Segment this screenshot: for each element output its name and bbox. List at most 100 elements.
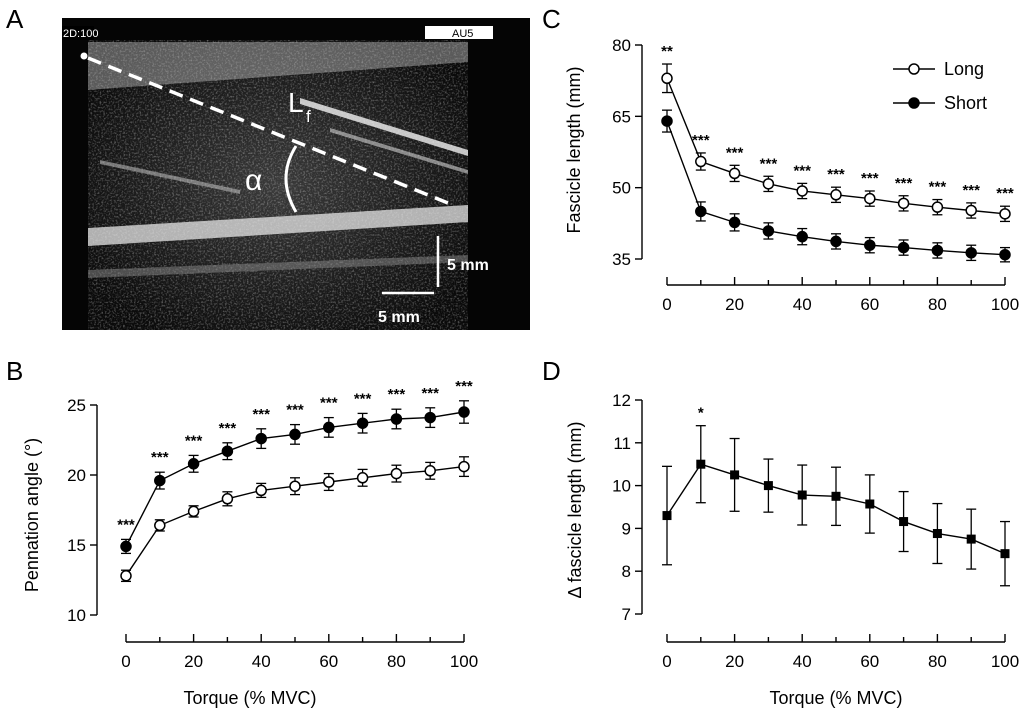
chart-b-series-0-point — [458, 406, 470, 418]
chart-d-series-0-point — [865, 499, 875, 509]
chart-d-series-0-point — [932, 529, 942, 539]
chart-c-significance-label: *** — [996, 185, 1014, 202]
chart-b-series-1-point — [289, 480, 301, 492]
chart-b-significance-label: *** — [455, 378, 473, 395]
chart-d-y-tick-label: 12 — [612, 391, 631, 410]
chart-c-series-1-point — [864, 239, 876, 251]
chart-b-x-tick-label: 60 — [319, 652, 338, 671]
chart-b-significance-label: *** — [354, 390, 372, 407]
chart-b-series-0-point — [255, 432, 267, 445]
chart-d-significance-label: * — [698, 405, 704, 422]
deep-aponeurosis — [88, 205, 468, 246]
chart-c-series-1-point — [762, 225, 775, 237]
chart-c-series-0-point — [864, 192, 876, 205]
chart-b-series-0-point — [120, 540, 132, 553]
chart-c-series-0-point — [762, 178, 775, 190]
chart-c-series-0-point — [728, 167, 741, 180]
chart-b-x-tick-label: 40 — [252, 652, 271, 671]
chart-c-significance-label: *** — [692, 132, 710, 149]
chart-b-x-tick-label: 80 — [387, 652, 406, 671]
chart-d-series-0-point — [899, 517, 909, 527]
chart-b-series-1-point — [154, 519, 166, 532]
chart-b-significance-label: *** — [219, 420, 237, 437]
fascicle-length-label: L — [288, 87, 304, 118]
chart-c-significance-label: *** — [929, 179, 947, 196]
chart-c-series-1-point — [931, 244, 944, 257]
chart-d-series-0-point — [1000, 549, 1010, 559]
chart-c-series-0-point — [830, 189, 842, 201]
chart-delta-fascicle-length: 7 8 9 10 11 12 0 20 40 60 80 100 * — [612, 391, 1019, 671]
chart-d-y-tick-label: 7 — [622, 605, 631, 624]
chart-d-y-tick-label: 10 — [612, 477, 631, 496]
chart-c-x-tick-label: 0 — [662, 295, 671, 314]
chart-d-y-axis-label: Δ fascicle length (mm) — [565, 421, 585, 598]
chart-c-x-tick-label: 40 — [793, 295, 812, 314]
superficial-aponeurosis — [88, 42, 468, 90]
chart-c-series-0-point — [796, 185, 808, 197]
chart-b-x-tick-label: 0 — [121, 652, 130, 671]
chart-c-y-tick-label: 35 — [612, 250, 631, 269]
pennation-angle-arc — [284, 145, 298, 213]
chart-b-x-tick-label: 20 — [184, 652, 203, 671]
chart-b-significance-label: *** — [185, 432, 203, 449]
chart-d-x-tick-label: 0 — [662, 652, 671, 671]
panel-letter-a: A — [6, 4, 24, 34]
probe-label-bg — [425, 26, 493, 39]
fascicle-echo-3 — [100, 160, 240, 194]
chart-b-series-0-point — [390, 413, 403, 425]
chart-d-x-tick-label: 40 — [793, 652, 812, 671]
chart-b-y-tick-label: 15 — [67, 536, 86, 555]
chart-d-series-0-point — [763, 481, 773, 491]
chart-c-significance-label: *** — [895, 175, 913, 192]
chart-c-y-tick-label: 50 — [612, 179, 631, 198]
chart-d-y-tick-label: 9 — [622, 519, 631, 538]
chart-b-y-axis-label: Pennation angle (°) — [22, 438, 42, 592]
chart-d-x-tick-label: 20 — [725, 652, 744, 671]
chart-c-series-1-point — [661, 115, 673, 127]
fascicle-length-subscript: f — [306, 107, 311, 126]
chart-c-significance-label: *** — [827, 166, 845, 183]
chart-c-series-0-point — [661, 72, 673, 85]
chart-b-significance-label: *** — [151, 449, 169, 466]
panel-letter-d: D — [542, 356, 561, 386]
chart-d-y-tick-label: 11 — [613, 434, 631, 453]
chart-b-significance-label: *** — [252, 406, 270, 423]
chart-c-significance-label: ** — [661, 43, 673, 60]
chart-b-series-0-point — [289, 428, 301, 441]
chart-c-y-axis-label: Fascicle length (mm) — [564, 66, 584, 233]
chart-b-series-0-point — [356, 417, 369, 429]
chart-d-x-tick-label: 80 — [928, 652, 947, 671]
chart-c-series-1-point — [796, 230, 808, 243]
chart-b-y-tick-label: 10 — [67, 606, 86, 625]
chart-c-x-tick-label: 80 — [928, 295, 947, 314]
chart-b-series-1-point — [255, 484, 267, 497]
chart-b-series-1-point — [221, 493, 234, 505]
chart-c-x-tick-label: 100 — [991, 295, 1019, 314]
chart-c-series-0-point — [999, 208, 1011, 220]
legend-long-marker — [908, 63, 920, 75]
chart-b-series-1-point — [120, 570, 132, 582]
deep-tissue-band — [88, 255, 468, 278]
chart-d-series-0-point — [730, 470, 740, 480]
chart-b-significance-label: *** — [286, 402, 304, 419]
chart-b-significance-label: *** — [117, 516, 135, 533]
chart-b-series-0-point — [323, 421, 335, 434]
mode-label-bg — [62, 26, 94, 40]
chart-d-x-axis-label: Torque (% MVC) — [769, 688, 902, 708]
chart-b-series-1-point — [323, 476, 335, 488]
fascicle-echo-2 — [330, 128, 468, 174]
chart-c-significance-label: *** — [760, 155, 778, 172]
chart-b-series-0-point — [424, 411, 436, 424]
chart-d-series-0-point — [966, 534, 976, 544]
panel-letter-b: B — [6, 356, 23, 386]
chart-b-x-tick-label: 100 — [450, 652, 478, 671]
chart-c-series-1-point — [728, 216, 741, 229]
chart-b-series-1-point — [424, 465, 436, 477]
chart-b-x-axis-label: Torque (% MVC) — [183, 688, 316, 708]
chart-b-series-1-point — [458, 460, 470, 473]
chart-c-significance-label: *** — [793, 162, 811, 179]
chart-b-significance-label: *** — [421, 385, 439, 402]
scale-bar-vertical-label: 5 mm — [447, 257, 489, 274]
chart-d-x-tick-label: 60 — [860, 652, 879, 671]
